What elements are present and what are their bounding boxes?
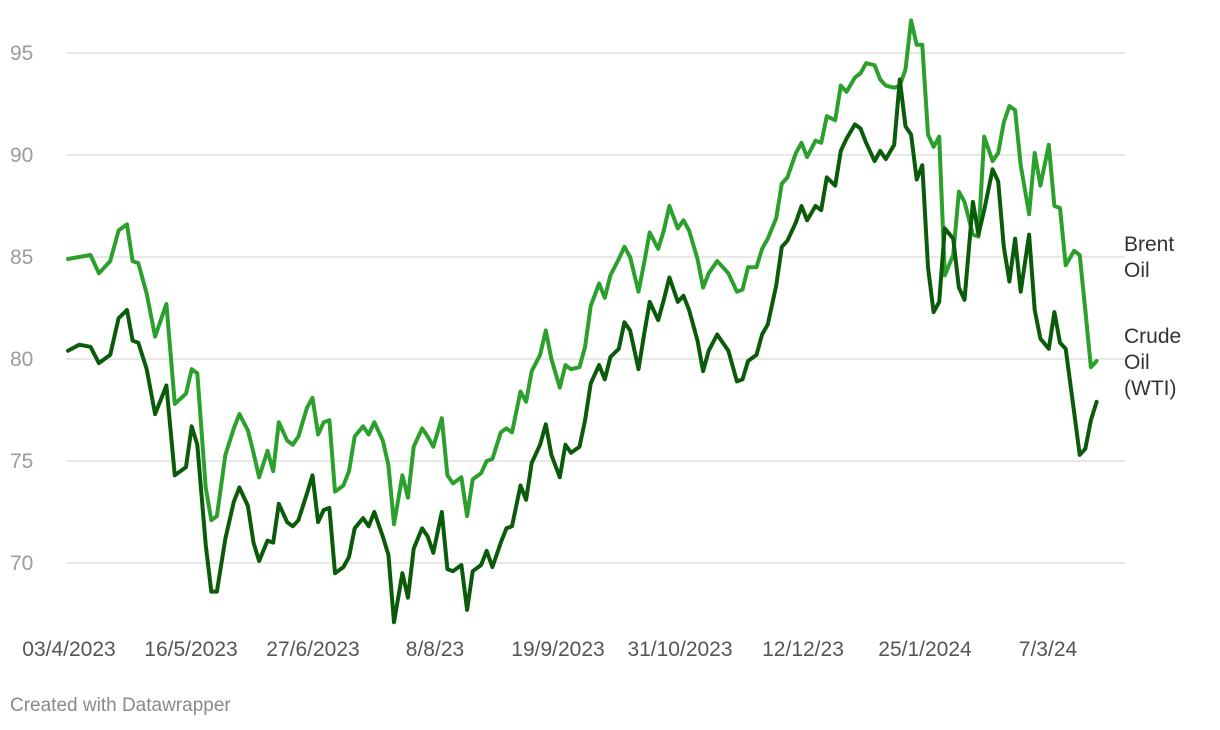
x-tick-label: 19/9/2023 — [511, 638, 604, 661]
series-label-brent: Brent — [1124, 233, 1174, 256]
series-line-brent — [66, 18, 1099, 527]
x-axis-ticks: 03/4/2023 16/5/2023 27/6/2023 8/8/23 19/9/20… — [22, 638, 1077, 661]
series-label-wti: Oil — [1124, 351, 1150, 374]
line-chart: 70 75 80 85 90 95 03/4/2023 16/5/2023 27/6/2023… — [10, 18, 1181, 661]
gridlines — [66, 52, 1125, 564]
x-tick-label: 27/6/2023 — [266, 638, 359, 661]
x-tick-label: 03/4/2023 — [22, 638, 115, 661]
y-tick-label: 80 — [10, 348, 33, 371]
x-tick-label: 8/8/23 — [406, 638, 464, 661]
x-tick-label: 25/1/2024 — [878, 638, 972, 661]
x-tick-label: 7/3/24 — [1019, 638, 1078, 661]
y-axis-ticks: 70 75 80 85 90 95 — [10, 42, 33, 575]
y-tick-label: 95 — [10, 42, 33, 65]
series-labels: Brent Oil Crude Oil (WTI) — [1124, 233, 1181, 400]
y-tick-label: 85 — [10, 246, 33, 269]
x-tick-label: 12/12/23 — [762, 638, 844, 661]
series-label-wti: (WTI) — [1124, 377, 1176, 400]
series-label-wti: Crude — [1124, 325, 1181, 348]
y-tick-label: 70 — [10, 552, 33, 575]
x-tick-label: 31/10/2023 — [627, 638, 732, 661]
y-tick-label: 75 — [10, 450, 33, 473]
series-lines — [66, 18, 1099, 625]
chart-footer-credit: Created with Datawrapper — [10, 695, 231, 716]
series-line-wti — [66, 77, 1099, 625]
x-tick-label: 16/5/2023 — [144, 638, 237, 661]
series-label-brent: Oil — [1124, 259, 1150, 282]
y-tick-label: 90 — [10, 144, 33, 167]
